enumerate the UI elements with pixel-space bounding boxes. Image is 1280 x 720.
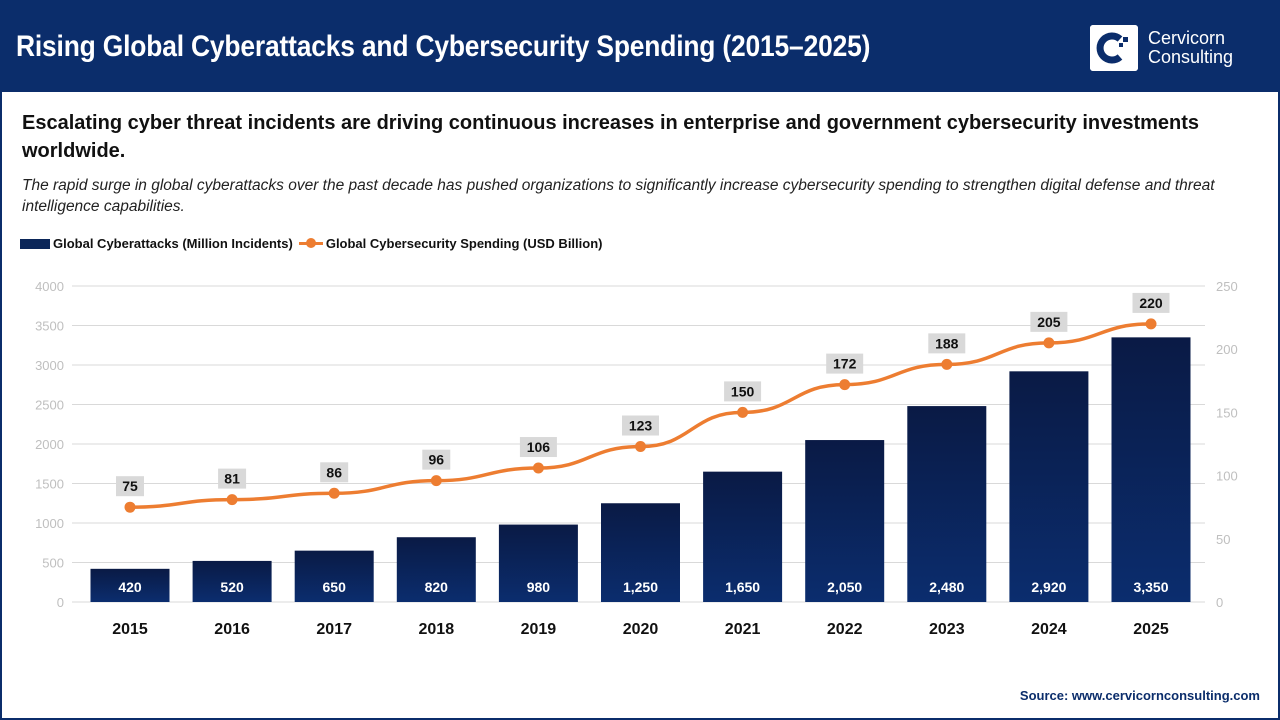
line-point — [532, 462, 544, 474]
line-point — [839, 379, 851, 391]
bar — [1111, 337, 1191, 602]
y-left-tick: 500 — [42, 556, 64, 571]
line-point — [635, 441, 646, 453]
line-point — [1043, 337, 1055, 349]
line-label-bg — [218, 468, 247, 489]
line-label-bg — [928, 333, 966, 354]
bar-label: 520 — [220, 579, 244, 595]
line-point — [328, 487, 340, 499]
x-tick-label: 2023 — [929, 621, 965, 638]
line-label: 150 — [731, 383, 755, 399]
line-label-bg — [1030, 311, 1068, 332]
source: Source: www.cervicornconsulting.com — [1019, 688, 1260, 703]
bar — [601, 503, 680, 602]
y-right-tick: 250 — [1216, 279, 1238, 294]
logo-text-1: Cervicorn — [1148, 28, 1226, 48]
line-label-bg — [724, 381, 762, 402]
line-label-bg — [422, 449, 451, 470]
line-label: 205 — [1037, 314, 1061, 330]
x-tick-label: 2024 — [1031, 621, 1067, 638]
line-point — [226, 494, 238, 506]
logo-text-2: Consulting — [1148, 47, 1234, 67]
line-label: 86 — [326, 464, 342, 480]
line-point — [941, 358, 953, 370]
x-tick-label: 2022 — [827, 621, 863, 638]
description: The rapid surge in global cyberattacks o… — [22, 177, 1215, 215]
x-tick-label: 2018 — [419, 621, 455, 638]
line-label-bg — [622, 415, 659, 436]
header-banner: Rising Global Cyberattacks and Cybersecu… — [0, 0, 1280, 92]
y-right-tick: 0 — [1216, 595, 1223, 610]
y-right-tick: 100 — [1216, 469, 1238, 484]
y-left-tick: 2000 — [35, 437, 64, 452]
line-label-bg — [519, 437, 557, 458]
bar-label: 1,250 — [623, 579, 658, 595]
line-point — [1145, 318, 1157, 330]
x-tick-label: 2025 — [1133, 621, 1169, 638]
line-label: 106 — [527, 439, 551, 455]
legend-line-label: Global Cybersecurity Spending (USD Billi… — [325, 236, 603, 251]
x-tick-label: 2021 — [725, 621, 761, 638]
line-label-bg — [320, 462, 349, 483]
y-left-tick: 3000 — [35, 358, 64, 373]
bar-label: 980 — [527, 579, 551, 595]
line-label: 123 — [629, 418, 653, 434]
x-tick-label: 2015 — [112, 621, 148, 638]
bar — [805, 440, 885, 602]
legend-line-swatch — [298, 238, 323, 248]
x-tick-label: 2019 — [521, 621, 557, 638]
bar — [294, 550, 374, 602]
line-label: 96 — [429, 452, 445, 468]
bar — [703, 471, 783, 602]
y-left-tick: 1000 — [35, 516, 64, 531]
subtitle: Escalating cyber threat incidents are dr… — [22, 112, 1200, 162]
bar-label: 820 — [425, 579, 449, 595]
bar — [90, 568, 170, 602]
y-left-tick: 4000 — [35, 279, 64, 294]
y-right-tick: 50 — [1216, 532, 1230, 547]
line-label-bg — [826, 353, 864, 374]
bar — [192, 560, 272, 602]
logo: Cervicorn Consulting — [1090, 25, 1233, 71]
x-tick-label: 2016 — [214, 621, 250, 638]
line-label: 188 — [935, 335, 959, 351]
bar-label: 420 — [118, 579, 142, 595]
chart-title: Rising Global Cyberattacks and Cybersecu… — [16, 30, 871, 63]
line-point — [124, 501, 136, 513]
bar-label: 2,480 — [929, 579, 964, 595]
y-left-tick: 1500 — [35, 477, 64, 492]
logo-icon — [1090, 25, 1138, 71]
y-right-tick: 150 — [1216, 405, 1238, 420]
bar-label: 3,350 — [1133, 579, 1168, 595]
line-label-bg — [1132, 292, 1170, 313]
bar — [1009, 371, 1089, 602]
x-tick-label: 2017 — [316, 621, 352, 638]
legend-bar-swatch — [20, 238, 50, 249]
line-label: 75 — [122, 478, 138, 494]
bar-label: 2,920 — [1031, 579, 1066, 595]
bar-label: 650 — [323, 579, 347, 595]
bar-label: 2,050 — [827, 579, 862, 595]
bar — [396, 537, 476, 602]
line-label: 81 — [224, 471, 240, 487]
x-tick-label: 2020 — [623, 621, 659, 638]
line-label: 220 — [1139, 295, 1163, 311]
line-point — [737, 406, 749, 418]
y-right-tick: 200 — [1216, 342, 1238, 357]
legend: Global Cyberattacks (Million Incidents) … — [20, 236, 602, 251]
line-point — [430, 475, 442, 487]
spending-line — [129, 322, 1152, 509]
y-left-tick: 3500 — [35, 319, 64, 334]
bar — [498, 524, 578, 602]
bar — [907, 406, 987, 602]
line-label-bg — [116, 476, 144, 497]
y-left-tick: 0 — [57, 595, 64, 610]
bar-label: 1,650 — [725, 579, 760, 595]
legend-bar-label: Global Cyberattacks (Million Incidents) — [53, 236, 293, 251]
y-left-tick: 2500 — [35, 398, 64, 413]
line-label: 172 — [833, 356, 857, 372]
